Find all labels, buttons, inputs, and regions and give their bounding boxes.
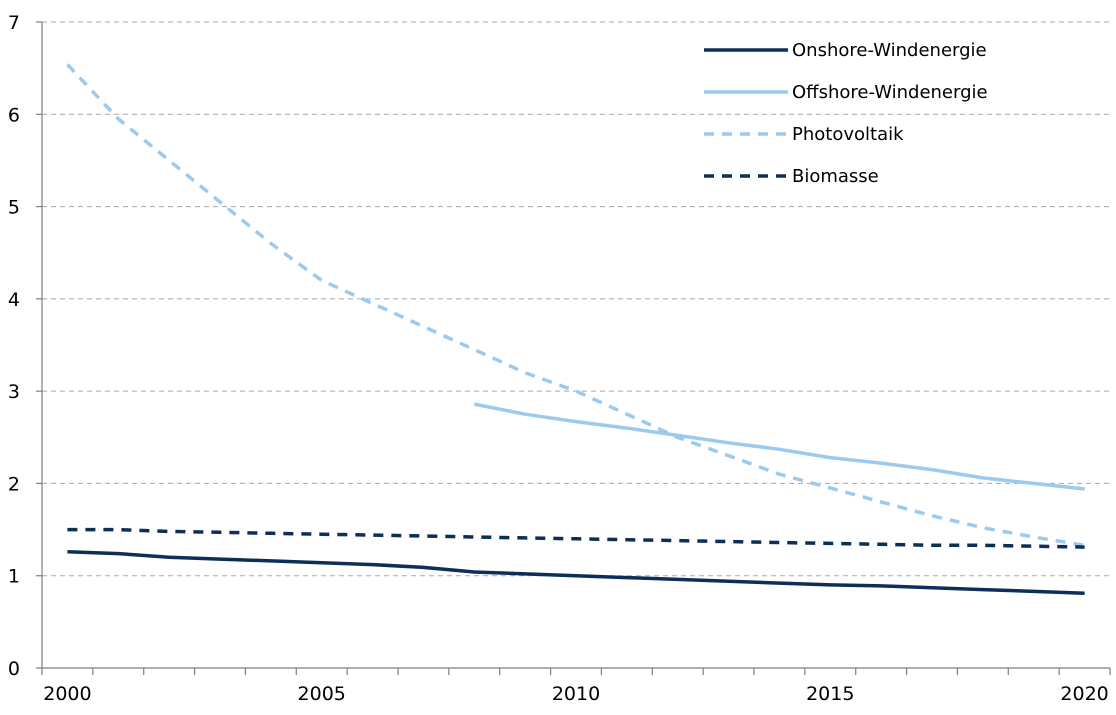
y-tick-label: 0 [8,658,20,680]
y-tick-label: 5 [8,197,20,219]
x-tick-label: 2000 [43,683,91,705]
x-tick-label: 2010 [552,683,600,705]
legend-label: Photovoltaik [792,124,904,145]
legend-label: Biomasse [792,166,879,187]
legend-label: Onshore-Windenergie [792,40,987,61]
y-tick-label: 4 [8,289,20,311]
x-tick-label: 2020 [1060,683,1108,705]
series-line-onshore-windenergie [67,549,1085,595]
y-tick-label: 2 [8,473,20,495]
legend-label: Offshore-Windenergie [792,82,988,103]
y-tick-label: 6 [8,104,20,126]
y-tick-label: 7 [8,12,20,34]
y-tick-label: 3 [8,381,20,403]
x-tick-label: 2015 [806,683,854,705]
y-tick-label: 1 [8,566,20,588]
series-line-biomasse [67,527,1085,549]
series-line-photovoltaik [66,63,1085,548]
x-tick-label: 2005 [298,683,346,705]
series-line-offshore-windenergie [473,402,1085,491]
